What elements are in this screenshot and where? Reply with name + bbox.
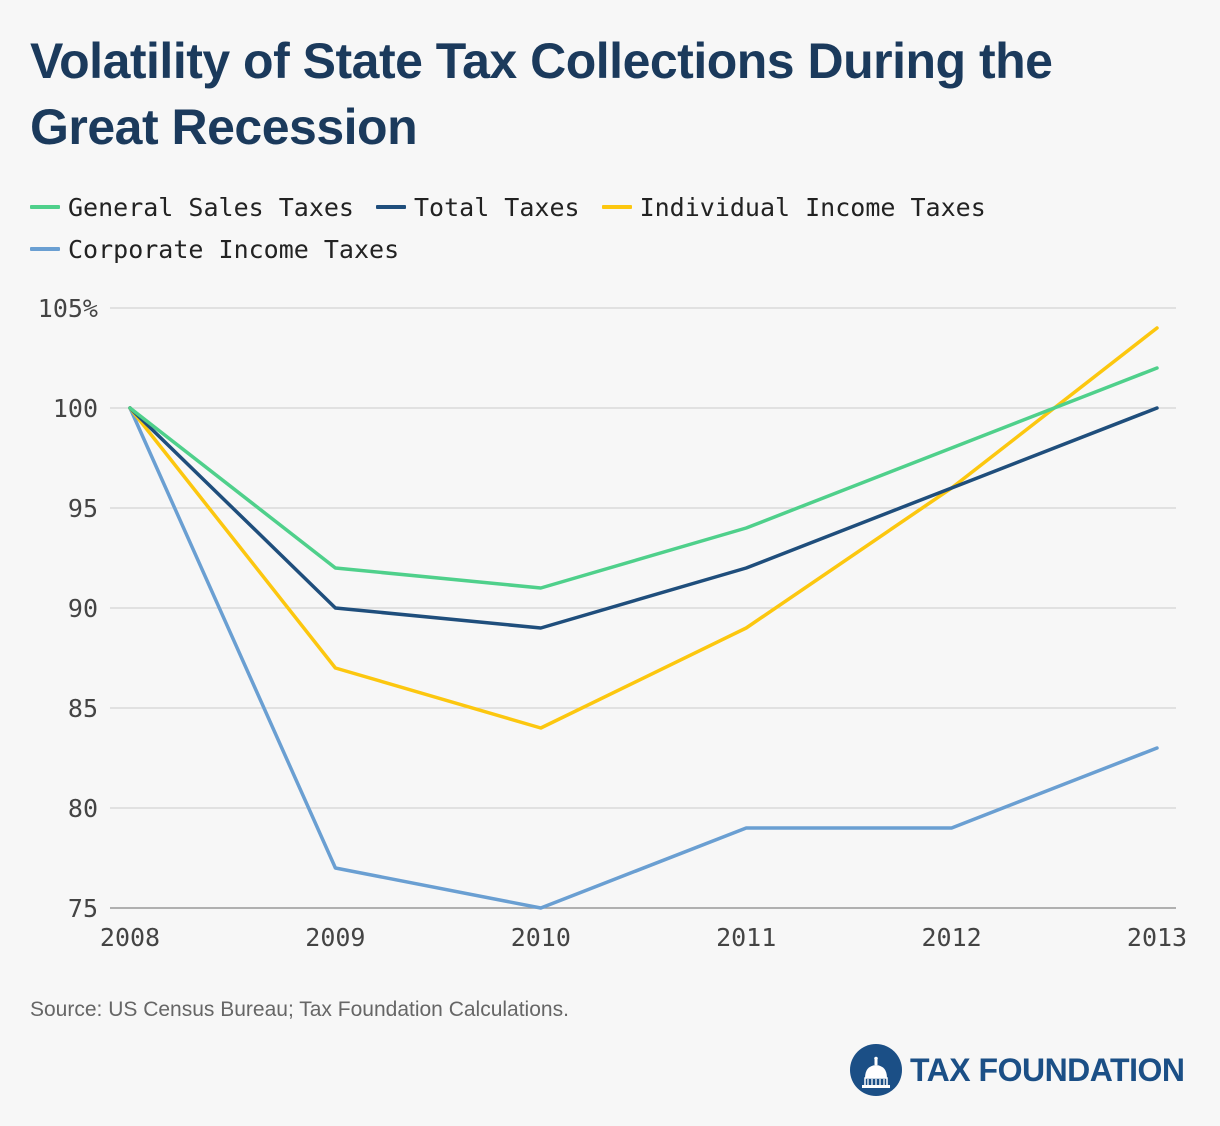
legend-swatch-general-sales [30, 205, 60, 209]
legend-row-2: Corporate Income Taxes [30, 228, 1190, 270]
series-lines [128, 326, 1159, 910]
capitol-dome-icon [850, 1044, 902, 1096]
legend-swatch-corporate-income [30, 247, 60, 251]
chart-title: Volatility of State Tax Collections Duri… [30, 33, 1053, 155]
logo-wordmark: TAX FOUNDATION [910, 1051, 1185, 1088]
x-tick-label: 2009 [305, 923, 365, 952]
y-tick-label: 100 [53, 394, 98, 423]
chart-legend: General Sales Taxes Total Taxes Individu… [30, 186, 1190, 270]
y-tick-label: 85 [68, 694, 98, 723]
y-tick-label: 105% [38, 294, 98, 323]
legend-item-individual-income: Individual Income Taxes [601, 192, 986, 222]
y-tick-label: 95 [68, 494, 98, 523]
legend-item-total: Total Taxes [375, 192, 580, 222]
x-tick-label: 2013 [1127, 923, 1187, 952]
x-tick-label: 2011 [716, 923, 776, 952]
series-line-corporate-income-taxes [128, 406, 1159, 910]
x-axis-tick-labels: 2008 2009 2010 2011 2012 2013 [100, 923, 1187, 952]
y-tick-label: 80 [68, 794, 98, 823]
legend-row-1: General Sales Taxes Total Taxes Individu… [30, 186, 1190, 228]
legend-item-corporate-income: Corporate Income Taxes [30, 235, 399, 264]
legend-label-corporate-income: Corporate Income Taxes [68, 234, 400, 264]
tax-foundation-logo: TAX FOUNDATION [850, 1044, 1185, 1096]
legend-label-individual-income: Individual Income Taxes [639, 192, 986, 222]
x-tick-label: 2012 [921, 923, 981, 952]
gridlines [110, 307, 1176, 909]
x-tick-label: 2010 [511, 923, 571, 952]
series-line-total-taxes [128, 406, 1159, 630]
series-line-individual-income-taxes [128, 326, 1159, 730]
legend-item-general-sales: General Sales Taxes [30, 193, 354, 222]
legend-swatch-total [375, 205, 406, 209]
y-tick-label: 90 [68, 594, 98, 623]
series-line-general-sales-taxes [128, 366, 1159, 590]
legend-label-general-sales: General Sales Taxes [68, 192, 354, 222]
x-tick-label: 2008 [100, 923, 160, 952]
legend-swatch-individual-income [601, 205, 632, 209]
y-axis-tick-labels: 75 80 85 90 95 100 105% [38, 294, 98, 923]
y-tick-label: 75 [68, 894, 98, 923]
legend-label-total: Total Taxes [413, 192, 580, 222]
source-note: Source: US Census Bureau; Tax Foundation… [30, 998, 569, 1021]
